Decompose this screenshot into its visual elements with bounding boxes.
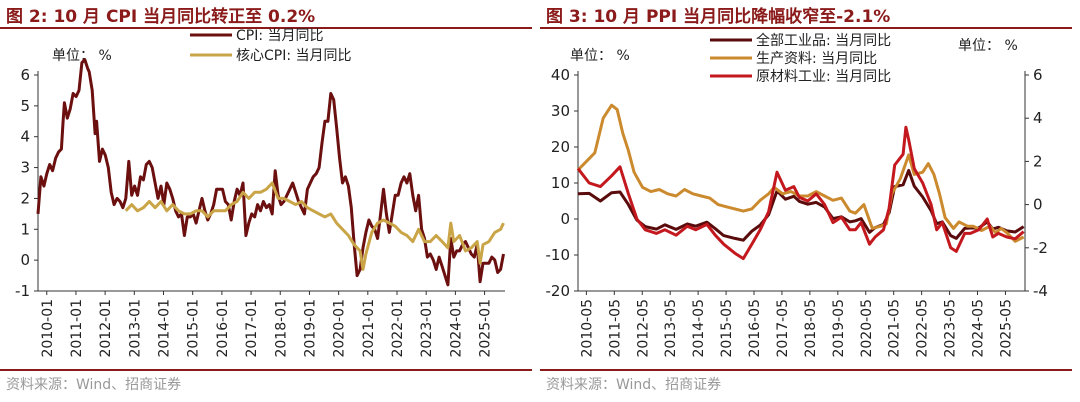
x-tick-label: 2015-01: [186, 299, 202, 358]
x-tick-label: 2015-05: [719, 299, 735, 358]
x-tick-label: 2010-05: [579, 299, 595, 358]
x-tick-label: 2010-01: [40, 299, 56, 358]
x-tick-label: 2018-01: [273, 299, 289, 358]
x-tick-label: 2025-01: [478, 299, 494, 358]
x-tick-label: 2021-01: [361, 299, 377, 358]
x-tick-label: 2020-05: [859, 299, 875, 358]
series-line: [36, 58, 505, 287]
y-tick-label: 1: [20, 220, 30, 238]
legend-label: 全部工业品: 当月同比: [756, 32, 891, 49]
x-tick-label: 2024-01: [448, 299, 464, 358]
x-tick-label: 2023-05: [943, 299, 959, 358]
x-tick-label: 2011-05: [607, 299, 623, 358]
x-tick-label: 2014-05: [691, 299, 707, 358]
unit-label-left: 单位： %: [570, 48, 630, 64]
x-tick-label: 2017-05: [775, 299, 791, 358]
y-tick-label: 20: [551, 138, 570, 156]
x-tick-label: 2017-01: [244, 299, 260, 358]
legend-label: 生产资料: 当月同比: [756, 51, 877, 67]
y2-tick-label: 4: [1033, 109, 1043, 127]
ppi-chart-panel: 图 3: 10 月 PPI 当月同比降幅收窄至-2.1% 单位： % 单位： % 全…: [540, 0, 1080, 402]
y-tick-label: 3: [20, 159, 30, 177]
y-tick-label: -20: [546, 282, 571, 300]
x-tick-label: 2016-01: [215, 299, 231, 358]
y2-tick-label: -4: [1033, 282, 1048, 300]
series-line: [576, 125, 1025, 261]
y-tick-label: 10: [551, 174, 570, 192]
x-tick-label: 2019-05: [831, 299, 847, 358]
x-tick-label: 2019-01: [302, 299, 318, 358]
y-tick-label: -1: [15, 282, 30, 300]
ppi-chart-title: 图 3: 10 月 PPI 当月同比降幅收窄至-2.1%: [546, 7, 891, 27]
x-tick-label: 2011-01: [69, 299, 85, 358]
x-tick-label: 2012-05: [635, 299, 651, 358]
x-tick-label: 2020-01: [332, 299, 348, 358]
cpi-chart-source: 资料来源：Wind、招商证券: [6, 377, 182, 393]
x-tick-label: 2022-05: [915, 299, 931, 358]
x-tick-label: 2024-05: [971, 299, 987, 358]
y2-tick-label: 0: [1033, 196, 1043, 214]
series-line: [576, 103, 1025, 243]
footer-divider: [0, 369, 532, 371]
x-tick-label: 2013-05: [663, 299, 679, 358]
y-tick-label: 4: [20, 128, 30, 146]
x-tick-label: 2022-01: [390, 299, 406, 358]
y2-tick-label: -2: [1033, 239, 1048, 257]
y-tick-label: 40: [551, 66, 570, 84]
x-tick-label: 2012-01: [98, 299, 114, 358]
y-tick-label: -10: [546, 246, 571, 264]
footer-divider: [540, 369, 1072, 371]
legend-label: 原材料工业: 当月同比: [756, 69, 891, 85]
unit-label: 单位： %: [52, 48, 112, 64]
x-tick-label: 2021-05: [887, 299, 903, 358]
x-tick-label: 2014-01: [157, 299, 173, 358]
y2-tick-label: 2: [1033, 152, 1043, 170]
y2-tick-label: 6: [1033, 66, 1043, 84]
title-divider: [540, 27, 1072, 29]
y-tick-label: 5: [20, 97, 30, 115]
y-tick-label: 0: [560, 210, 570, 228]
x-tick-label: 2023-01: [419, 299, 435, 358]
legend-label: 核心CPI: 当月同比: [236, 48, 352, 64]
unit-label-right: 单位： %: [958, 38, 1018, 54]
x-tick-label: 2018-05: [803, 299, 819, 358]
series-line: [124, 181, 505, 271]
ppi-chart-source: 资料来源：Wind、招商证券: [546, 377, 722, 393]
y-tick-label: 2: [20, 189, 30, 207]
y-tick-label: 30: [551, 102, 570, 120]
x-tick-label: 2013-01: [127, 299, 143, 358]
y-tick-label: 0: [20, 251, 30, 269]
cpi-chart-panel: 图 2: 10 月 CPI 当月同比转正至 0.2% 单位： % CPI: 当月同…: [0, 7, 532, 393]
x-tick-label: 2025-05: [998, 299, 1014, 358]
cpi-chart-title: 图 2: 10 月 CPI 当月同比转正至 0.2%: [6, 7, 316, 27]
x-tick-label: 2016-05: [747, 299, 763, 358]
y-tick-label: 6: [20, 66, 30, 84]
legend-label: CPI: 当月同比: [236, 28, 324, 44]
title-divider: [0, 27, 532, 29]
